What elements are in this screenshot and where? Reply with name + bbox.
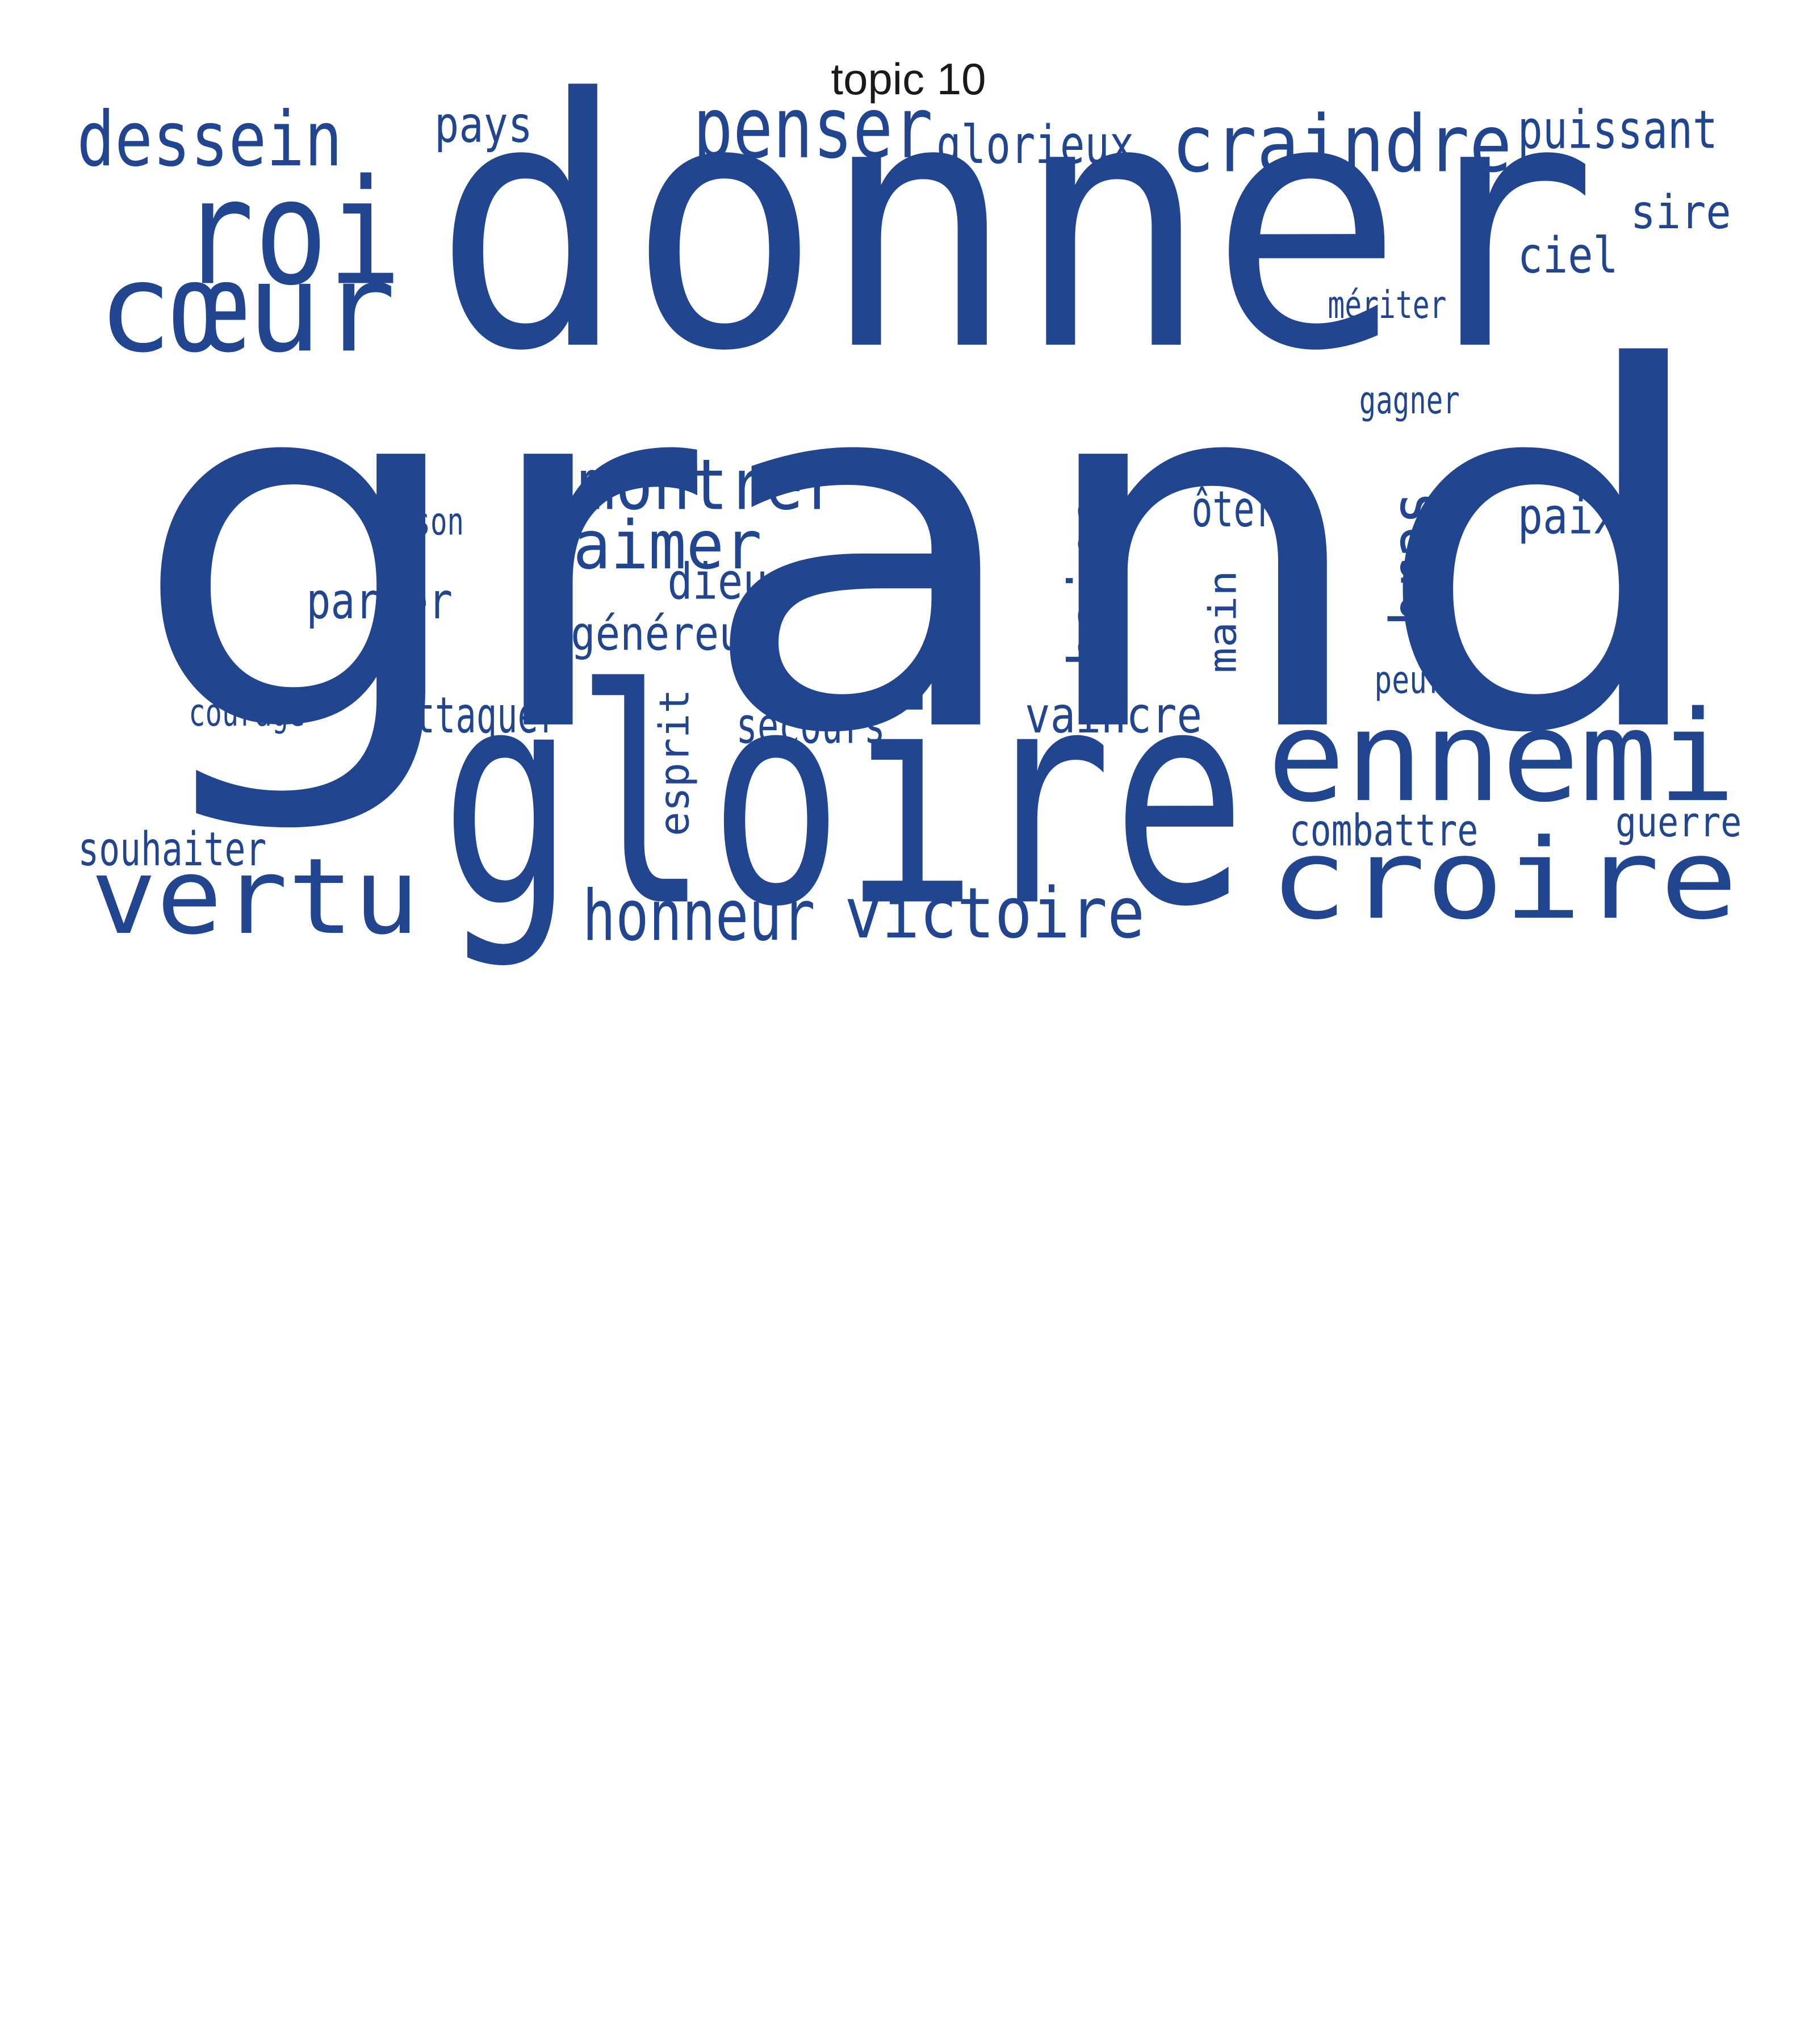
- word-oter: ôter: [1191, 482, 1276, 540]
- word-genereux: généreux: [571, 608, 769, 661]
- word-gagner: gagner: [1359, 378, 1460, 423]
- word-victoire: victoire: [844, 873, 1145, 956]
- word-pays: pays: [434, 98, 533, 156]
- word-honneur: honneur: [582, 876, 815, 958]
- word-montrer: montrer: [577, 445, 841, 527]
- word-combattre: combattre: [1289, 805, 1479, 857]
- word-vaincre: vaincre: [1025, 688, 1203, 746]
- word-sire: sire: [1630, 186, 1731, 240]
- word-penser: penser: [693, 80, 933, 178]
- word-guerre: guerre: [1615, 799, 1742, 847]
- word-courage: courage: [189, 690, 305, 735]
- word-roi: roi: [180, 148, 402, 317]
- word-croire: croire: [1269, 816, 1738, 945]
- word-craindre: craindre: [1171, 97, 1512, 190]
- word-meriter: mériter: [1328, 283, 1447, 328]
- word-bras: bras: [1376, 491, 1451, 627]
- word-secours: secours: [736, 699, 886, 756]
- word-glorieux: glorieux: [936, 114, 1134, 176]
- word-parler: parler: [306, 574, 453, 632]
- word-dessein: dessein: [77, 97, 342, 185]
- word-attaquer: attaquer: [393, 688, 559, 746]
- word-cloud-title: topic 10: [831, 56, 986, 105]
- word-ciel: ciel: [1517, 228, 1618, 286]
- word-main: main: [1200, 570, 1245, 673]
- word-donner: donner: [433, 25, 1598, 426]
- word-coeur: cœur: [98, 237, 396, 380]
- word-esprit: esprit: [652, 689, 699, 836]
- word-gloire: gloire: [440, 626, 1247, 973]
- word-dieu: dieu: [667, 555, 768, 612]
- word-aimer: aimer: [573, 506, 762, 584]
- word-peur: peur: [1374, 658, 1445, 703]
- word-grand: grand: [130, 266, 1717, 841]
- word-puissant: puissant: [1517, 99, 1718, 161]
- word-ennemi: ennemi: [1267, 684, 1736, 830]
- word-vertu: vertu: [90, 836, 420, 958]
- word-souhaiter: souhaiter: [78, 823, 267, 877]
- word-paix: paix: [1517, 489, 1618, 547]
- word-haine: haine: [1056, 495, 1128, 668]
- word-raison: raison: [363, 500, 464, 544]
